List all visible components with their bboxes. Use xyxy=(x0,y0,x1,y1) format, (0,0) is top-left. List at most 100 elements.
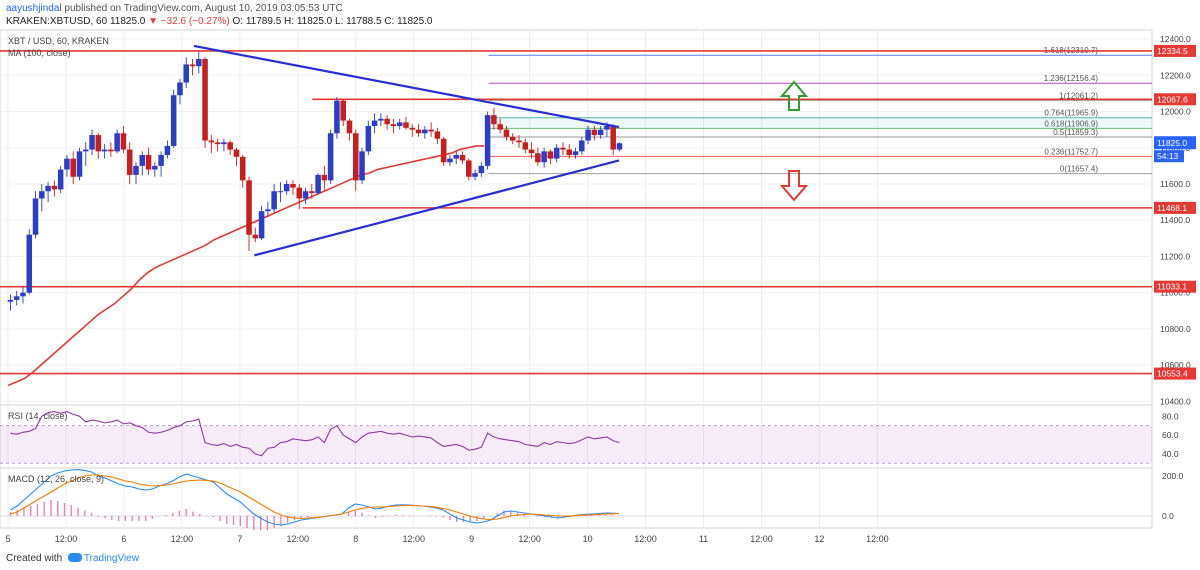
candle-body xyxy=(208,140,215,143)
candle-body xyxy=(509,136,516,141)
candle-body xyxy=(265,209,271,212)
level-price-tag xyxy=(1154,367,1196,380)
publish-info: aayushjindal published on TradingView.co… xyxy=(6,3,343,14)
candle-body xyxy=(32,198,39,235)
y-tick-label: 11200.0 xyxy=(1160,251,1190,261)
symbol-ohlc: KRAKEN:XBTUSD, 60 11825.0 ▼ −32.6 (−0.27… xyxy=(6,16,433,27)
x-tick-label: 10 xyxy=(583,534,593,544)
candle-body xyxy=(214,142,221,145)
candle-body xyxy=(503,129,510,137)
candle-body xyxy=(547,151,554,159)
price-change-label: ▼ −32.6 (−0.27%) xyxy=(148,16,230,27)
rsi-tick-label: 40.0 xyxy=(1162,449,1179,459)
candle-body xyxy=(246,180,252,235)
level-price-label: 11468.1 xyxy=(1157,203,1187,213)
x-tick-label: 12:00 xyxy=(750,534,773,544)
candle-body xyxy=(466,160,472,177)
macd-tick-label: 0.0 xyxy=(1162,511,1174,521)
y-tick-label: 10800.0 xyxy=(1160,324,1191,334)
candle-body xyxy=(572,151,579,155)
tradingview-link[interactable]: TradingView xyxy=(83,553,139,564)
x-tick-label: 12:00 xyxy=(287,534,310,544)
candle-body xyxy=(447,158,453,163)
price-chart-svg[interactable]: 0(11657.4) 0.236(11752.7) 0.5(11859.3)0.61… xyxy=(0,0,1200,548)
candle-body xyxy=(290,183,296,188)
author-link[interactable]: aayushjindal xyxy=(6,3,62,14)
candle-body xyxy=(183,64,189,83)
y-tick-label: 11600.0 xyxy=(1160,179,1190,189)
candle-body xyxy=(396,122,403,127)
macd-pane xyxy=(0,469,1152,530)
y-tick-label: 10400.0 xyxy=(1160,396,1191,406)
x-tick-label: 6 xyxy=(121,534,126,544)
candle-body xyxy=(440,138,447,163)
candle-body xyxy=(478,165,485,174)
trendline-upper xyxy=(193,44,620,129)
level-price-tag xyxy=(1154,201,1196,214)
arrow-up-icon xyxy=(779,80,809,111)
chart-grid xyxy=(0,29,1153,529)
x-tick-label: 12:00 xyxy=(866,534,889,544)
candle-body xyxy=(233,149,240,157)
candle-body xyxy=(145,155,152,170)
candle-body xyxy=(334,100,340,134)
candle-body xyxy=(202,58,208,141)
tradingview-logo-icon xyxy=(67,553,82,562)
candlesticks xyxy=(7,51,623,311)
candle-body xyxy=(114,133,120,152)
candle-body xyxy=(39,191,45,199)
candle-body xyxy=(20,292,26,297)
candle-body xyxy=(484,115,491,166)
horizontal-levels xyxy=(0,50,1152,375)
candle-body xyxy=(340,100,346,121)
candle-body xyxy=(579,140,585,152)
ma-legend: MA (100, close) xyxy=(8,48,71,58)
candle-body xyxy=(309,191,315,194)
x-tick-label: 12:00 xyxy=(634,534,657,544)
rsi-pane xyxy=(0,410,1152,464)
x-tick-label: 8 xyxy=(353,534,358,544)
fib-zone xyxy=(488,117,1153,129)
candle-body xyxy=(315,174,321,194)
candle-body xyxy=(120,133,127,150)
fibonacci-retracement: 0(11657.4) 0.236(11752.7) 0.5(11859.3)0.61… xyxy=(488,46,1153,175)
level-price-label: 11033.1 xyxy=(1157,282,1187,292)
candle-body xyxy=(346,120,353,134)
level-price-tag xyxy=(1154,93,1196,106)
candle-body xyxy=(422,129,428,134)
candle-body xyxy=(13,296,20,300)
candle-body xyxy=(177,82,183,96)
candle-body xyxy=(591,129,598,136)
x-tick-label: 12:00 xyxy=(55,534,78,544)
candle-body xyxy=(239,156,246,181)
candle-body xyxy=(139,155,146,166)
created-with-text: Created with xyxy=(6,553,63,564)
candle-body xyxy=(459,155,466,161)
fib-level-label: 0.618(11906.9) xyxy=(1044,119,1098,128)
last-price-label: 11825.0 xyxy=(109,16,146,27)
candle-body xyxy=(51,185,58,190)
candle-body xyxy=(434,131,441,139)
direction-arrows xyxy=(779,80,809,202)
candle-body xyxy=(258,211,265,239)
x-tick-label: 12:00 xyxy=(171,534,194,544)
candle-body xyxy=(566,149,573,155)
candle-body xyxy=(7,299,14,302)
rsi-legend: RSI (14, close) xyxy=(8,411,68,421)
candle-body xyxy=(327,133,334,181)
fib-level-label: 0.236(11752.7) xyxy=(1044,147,1098,156)
candle-body xyxy=(283,183,290,192)
candle-body xyxy=(26,234,33,293)
pane-border xyxy=(0,29,1153,406)
trendline-lower xyxy=(254,159,620,257)
x-tick-label: 12:00 xyxy=(518,534,541,544)
macd-tick-label: 200.0 xyxy=(1162,471,1184,481)
candle-body xyxy=(64,158,70,170)
level-price-label: 10553.4 xyxy=(1157,369,1188,379)
arrow-down-icon xyxy=(779,170,809,202)
footer: Created with TradingView xyxy=(6,553,139,564)
candle-body xyxy=(95,135,102,152)
fib-level-label: 1.236(12156.4) xyxy=(1044,74,1099,83)
candle-body xyxy=(616,143,623,150)
level-price-label: 12334.5 xyxy=(1157,46,1188,56)
